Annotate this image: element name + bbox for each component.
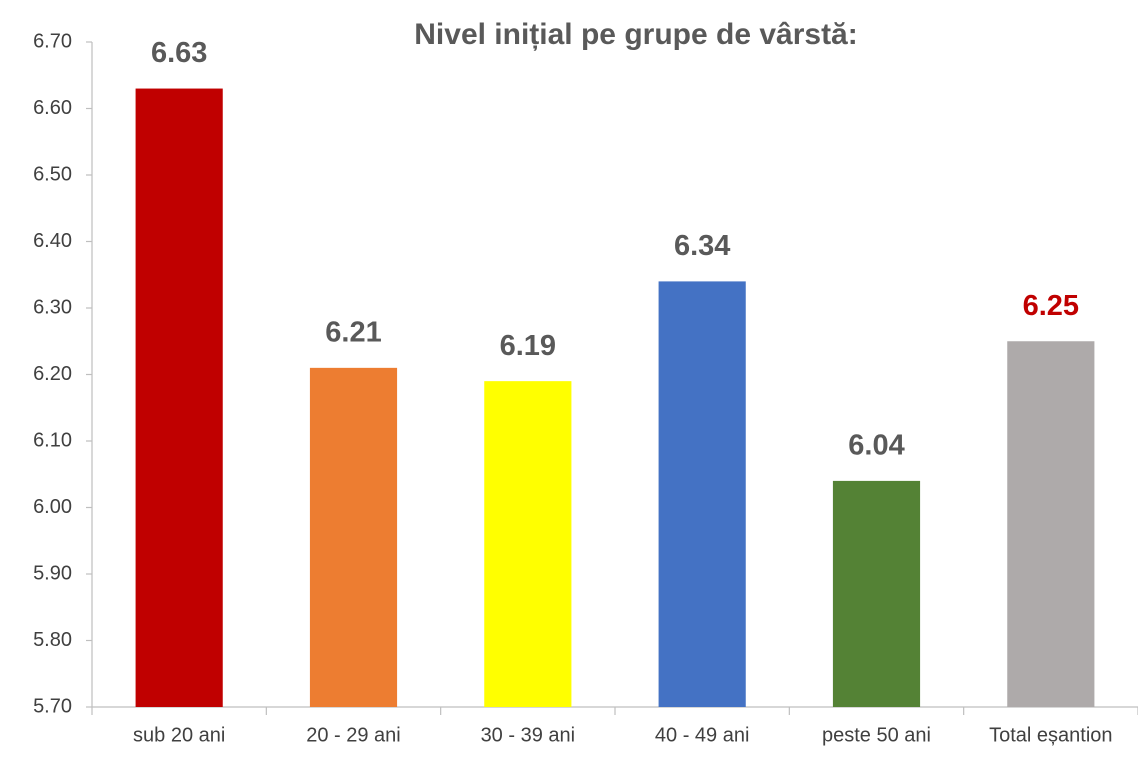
bar [658, 281, 746, 707]
x-tick-label: 20 - 29 ani [306, 724, 401, 746]
y-tick-label: 5.90 [33, 562, 72, 584]
bar [484, 381, 572, 707]
bar [832, 480, 921, 707]
value-label: 6.19 [500, 330, 556, 362]
y-tick-label: 6.00 [33, 496, 72, 518]
x-tick-label: peste 50 ani [822, 724, 931, 746]
bar [1007, 341, 1095, 707]
bar [135, 88, 223, 708]
y-tick-label: 6.20 [33, 363, 72, 385]
y-tick-label: 6.60 [33, 97, 72, 119]
bar [309, 367, 398, 707]
y-tick-label: 6.40 [33, 230, 72, 252]
chart-title: Nivel inițial pe grupe de vârstă: [414, 18, 857, 51]
value-label: 6.04 [848, 430, 904, 462]
x-tick-label: 40 - 49 ani [655, 724, 750, 746]
x-tick-label: 30 - 39 ani [481, 724, 576, 746]
x-tick-label: Total eșantion [989, 724, 1112, 746]
y-tick-label: 6.50 [33, 163, 72, 185]
x-tick-label: sub 20 ani [133, 724, 225, 746]
y-tick-label: 6.70 [33, 30, 72, 52]
y-tick-label: 6.10 [33, 429, 72, 451]
value-label: 6.21 [325, 317, 381, 349]
value-label: 6.34 [674, 230, 730, 262]
y-tick-label: 6.30 [33, 296, 72, 318]
y-tick-label: 5.80 [33, 629, 72, 651]
value-label: 6.25 [1023, 290, 1079, 322]
y-tick-label: 5.70 [33, 695, 72, 717]
value-label: 6.63 [151, 37, 207, 69]
